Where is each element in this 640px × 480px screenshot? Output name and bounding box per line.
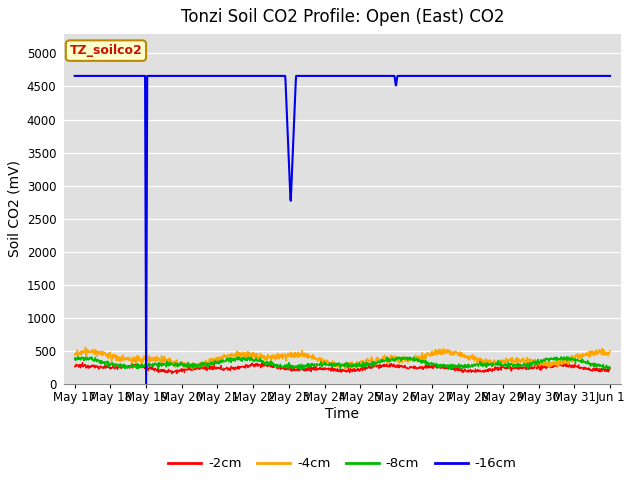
Y-axis label: Soil CO2 (mV): Soil CO2 (mV) [7,160,21,257]
Text: TZ_soilco2: TZ_soilco2 [70,44,142,57]
Title: Tonzi Soil CO2 Profile: Open (East) CO2: Tonzi Soil CO2 Profile: Open (East) CO2 [180,9,504,26]
Legend: -2cm, -4cm, -8cm, -16cm: -2cm, -4cm, -8cm, -16cm [163,452,522,476]
X-axis label: Time: Time [325,407,360,421]
